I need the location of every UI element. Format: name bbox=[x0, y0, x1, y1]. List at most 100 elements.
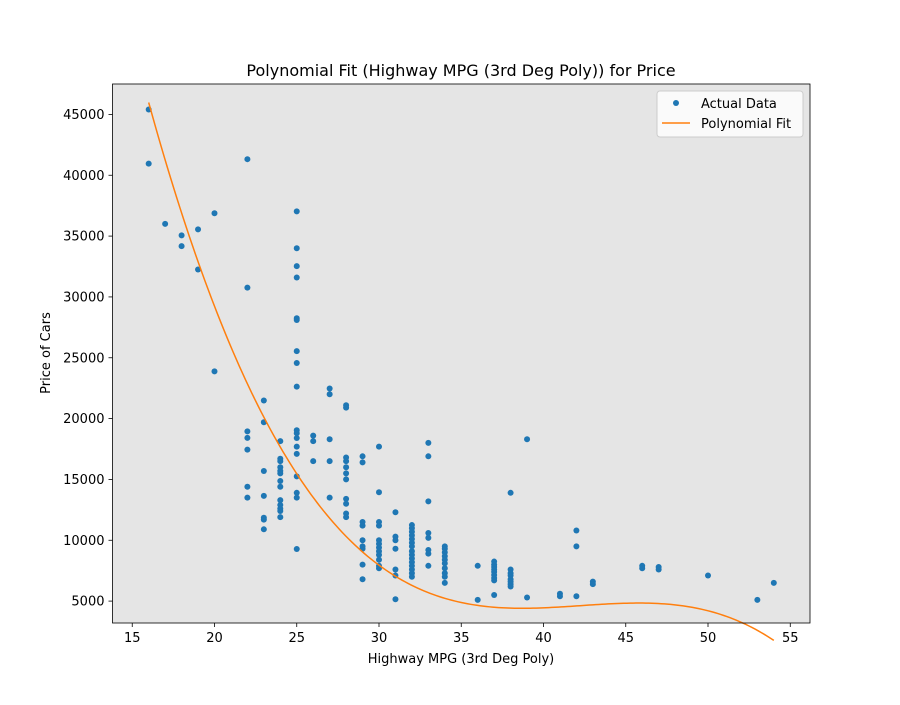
data-point bbox=[310, 438, 317, 445]
data-point bbox=[408, 543, 415, 550]
data-point bbox=[425, 498, 432, 505]
data-point bbox=[277, 438, 284, 445]
data-point bbox=[244, 428, 251, 435]
data-point bbox=[244, 284, 251, 291]
data-point bbox=[425, 550, 432, 557]
data-point bbox=[293, 489, 300, 496]
data-point bbox=[343, 470, 350, 477]
y-tick-label: 40000 bbox=[63, 169, 104, 184]
y-tick-label: 30000 bbox=[63, 290, 104, 305]
data-point bbox=[293, 208, 300, 215]
data-point bbox=[277, 470, 284, 477]
data-point bbox=[277, 497, 284, 504]
data-point bbox=[211, 210, 218, 217]
x-tick-label: 35 bbox=[453, 631, 470, 646]
data-point bbox=[573, 543, 580, 550]
data-point bbox=[359, 459, 366, 466]
data-point bbox=[343, 464, 350, 471]
data-point bbox=[705, 572, 712, 579]
x-tick-label: 30 bbox=[371, 631, 388, 646]
data-point bbox=[359, 522, 366, 529]
y-tick-label: 45000 bbox=[63, 108, 104, 123]
data-point bbox=[326, 385, 333, 392]
y-tick-label: 35000 bbox=[63, 230, 104, 245]
legend-marker-actual-data bbox=[673, 100, 679, 106]
data-point bbox=[425, 562, 432, 569]
data-point bbox=[260, 516, 267, 523]
data-point bbox=[392, 537, 399, 544]
y-tick-label: 20000 bbox=[63, 412, 104, 427]
legend-box bbox=[656, 90, 804, 138]
data-point bbox=[589, 581, 596, 588]
data-point bbox=[211, 368, 218, 375]
data-point bbox=[408, 573, 415, 580]
data-point bbox=[277, 478, 284, 485]
data-point bbox=[425, 439, 432, 446]
data-point bbox=[655, 566, 662, 573]
data-point bbox=[425, 453, 432, 460]
data-points-layer bbox=[145, 106, 777, 603]
plot-area-background bbox=[112, 84, 810, 623]
data-point bbox=[244, 434, 251, 441]
data-point bbox=[343, 500, 350, 507]
polynomial-fit-line bbox=[147, 102, 775, 642]
x-axis-label: Highway MPG (3rd Deg Poly) bbox=[368, 652, 555, 667]
x-axis-ticks: 15 20 25 30 35 40 45 50 55 bbox=[124, 623, 799, 646]
data-point bbox=[343, 514, 350, 521]
data-point bbox=[293, 245, 300, 252]
data-point bbox=[474, 562, 481, 569]
x-tick-label: 45 bbox=[617, 631, 634, 646]
y-tick-label: 25000 bbox=[63, 351, 104, 366]
data-point bbox=[392, 545, 399, 552]
data-point bbox=[244, 483, 251, 490]
x-tick-label: 55 bbox=[782, 631, 799, 646]
data-point bbox=[293, 383, 300, 390]
data-point bbox=[754, 596, 761, 603]
data-point bbox=[376, 551, 382, 558]
data-point bbox=[392, 566, 399, 573]
data-point bbox=[343, 458, 350, 465]
data-point bbox=[293, 317, 300, 324]
data-point bbox=[376, 443, 382, 450]
fit-curve-layer bbox=[147, 102, 775, 642]
data-point bbox=[507, 489, 514, 496]
data-point bbox=[293, 546, 300, 553]
data-point bbox=[277, 514, 284, 521]
y-tick-label: 5000 bbox=[71, 595, 104, 610]
data-point bbox=[343, 495, 350, 502]
data-point bbox=[524, 594, 531, 601]
data-point bbox=[244, 156, 251, 163]
data-point bbox=[392, 509, 399, 516]
data-point bbox=[260, 492, 267, 499]
data-point bbox=[293, 494, 300, 501]
data-point bbox=[293, 443, 300, 450]
data-point bbox=[293, 450, 300, 457]
data-point bbox=[639, 565, 646, 572]
data-point bbox=[359, 576, 366, 583]
data-point bbox=[441, 565, 448, 572]
data-point bbox=[310, 458, 317, 465]
data-point bbox=[293, 263, 300, 270]
data-point bbox=[441, 573, 448, 580]
legend-label-polynomial-fit: Polynomial Fit bbox=[701, 117, 791, 132]
data-point bbox=[425, 529, 432, 536]
data-point bbox=[359, 453, 366, 460]
y-tick-label: 10000 bbox=[63, 534, 104, 549]
data-point bbox=[293, 348, 300, 355]
data-point bbox=[162, 220, 169, 227]
data-point bbox=[244, 494, 251, 501]
x-tick-label: 50 bbox=[700, 631, 717, 646]
data-point bbox=[195, 226, 202, 233]
data-point bbox=[491, 592, 498, 599]
chart-title: Polynomial Fit (Highway MPG (3rd Deg Pol… bbox=[246, 61, 675, 80]
data-point bbox=[277, 458, 284, 465]
data-point bbox=[507, 583, 514, 590]
data-point bbox=[260, 526, 267, 533]
data-point bbox=[293, 274, 300, 281]
data-point bbox=[425, 534, 432, 541]
data-point bbox=[376, 556, 382, 563]
data-point bbox=[326, 458, 333, 465]
data-point bbox=[524, 436, 531, 443]
